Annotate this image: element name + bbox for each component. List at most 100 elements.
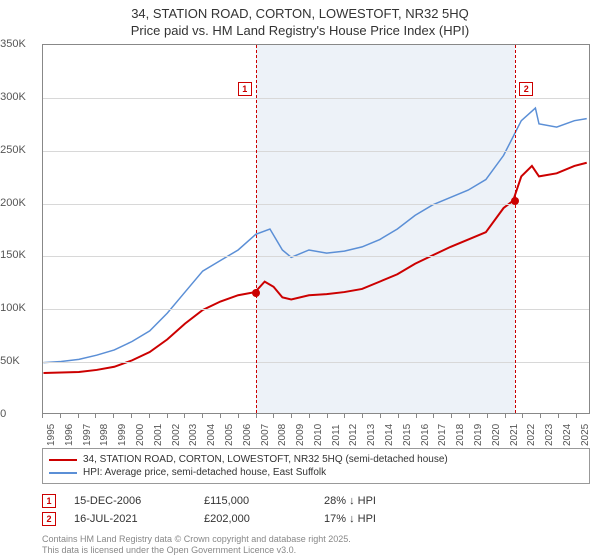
x-axis-label: 1996 xyxy=(64,424,75,446)
data-point-price: £115,000 xyxy=(204,495,324,507)
data-point-price: £202,000 xyxy=(204,513,324,525)
x-axis-label: 2006 xyxy=(242,424,253,446)
x-axis-label: 2005 xyxy=(224,424,235,446)
x-tick xyxy=(95,414,96,418)
x-tick xyxy=(202,414,203,418)
footer: Contains HM Land Registry data © Crown c… xyxy=(42,534,351,556)
x-tick xyxy=(256,414,257,418)
x-axis-label: 2010 xyxy=(313,424,324,446)
x-axis-label: 2007 xyxy=(260,424,271,446)
x-tick xyxy=(487,414,488,418)
marker-vline xyxy=(256,45,257,413)
x-axis-label: 2020 xyxy=(491,424,502,446)
legend-swatch xyxy=(49,472,77,474)
gridline-h xyxy=(43,362,589,363)
x-axis-label: 2002 xyxy=(171,424,182,446)
x-tick xyxy=(131,414,132,418)
x-axis-label: 2013 xyxy=(366,424,377,446)
x-tick xyxy=(344,414,345,418)
x-axis-label: 2008 xyxy=(277,424,288,446)
gridline-h xyxy=(43,256,589,257)
plot-area: 12 xyxy=(42,44,590,414)
y-axis-label: £300K xyxy=(0,91,38,103)
x-tick xyxy=(522,414,523,418)
legend-item: 34, STATION ROAD, CORTON, LOWESTOFT, NR3… xyxy=(49,453,583,466)
x-axis-label: 2023 xyxy=(544,424,555,446)
x-axis-label: 1999 xyxy=(117,424,128,446)
legend-label: 34, STATION ROAD, CORTON, LOWESTOFT, NR3… xyxy=(83,454,448,465)
series-hpi xyxy=(43,108,586,363)
x-axis-label: 1997 xyxy=(82,424,93,446)
footer-line1: Contains HM Land Registry data © Crown c… xyxy=(42,534,351,545)
x-tick xyxy=(291,414,292,418)
legend: 34, STATION ROAD, CORTON, LOWESTOFT, NR3… xyxy=(42,448,590,484)
x-axis-label: 2015 xyxy=(402,424,413,446)
x-axis-label: 2014 xyxy=(384,424,395,446)
y-axis-label: £0 xyxy=(0,408,38,420)
chart-title: 34, STATION ROAD, CORTON, LOWESTOFT, NR3… xyxy=(0,0,600,40)
x-axis-label: 2025 xyxy=(580,424,591,446)
y-axis-label: £100K xyxy=(0,302,38,314)
footer-line2: This data is licensed under the Open Gov… xyxy=(42,545,351,556)
x-tick xyxy=(380,414,381,418)
y-axis-label: £50K xyxy=(0,355,38,367)
x-axis-label: 1995 xyxy=(46,424,57,446)
x-tick xyxy=(149,414,150,418)
x-tick xyxy=(433,414,434,418)
line-svg xyxy=(43,45,589,413)
x-tick xyxy=(558,414,559,418)
chart-container: 34, STATION ROAD, CORTON, LOWESTOFT, NR3… xyxy=(0,0,600,560)
x-tick xyxy=(505,414,506,418)
y-axis-label: £250K xyxy=(0,144,38,156)
data-point-marker: 1 xyxy=(42,494,56,508)
x-tick xyxy=(42,414,43,418)
x-axis-label: 2000 xyxy=(135,424,146,446)
x-tick xyxy=(238,414,239,418)
data-point-row: 115-DEC-2006£115,00028% ↓ HPI xyxy=(42,492,590,510)
y-axis-label: £150K xyxy=(0,249,38,261)
x-tick xyxy=(113,414,114,418)
series-price_paid xyxy=(43,163,586,373)
x-axis-label: 2016 xyxy=(420,424,431,446)
x-tick xyxy=(184,414,185,418)
data-point-table: 115-DEC-2006£115,00028% ↓ HPI 2 16-JUL-202… xyxy=(42,492,590,528)
x-axis-label: 2021 xyxy=(509,424,520,446)
marker-label: 1 xyxy=(238,82,252,96)
x-tick xyxy=(451,414,452,418)
x-tick xyxy=(398,414,399,418)
data-point-pct: 17% ↓ HPI xyxy=(324,513,444,525)
x-axis-label: 2011 xyxy=(331,424,342,446)
x-tick xyxy=(327,414,328,418)
x-axis-label: 2001 xyxy=(153,424,164,446)
y-axis-label: £350K xyxy=(0,38,38,50)
marker-label: 2 xyxy=(519,82,533,96)
x-tick xyxy=(362,414,363,418)
x-tick xyxy=(469,414,470,418)
data-point-pct: 28% ↓ HPI xyxy=(324,495,444,507)
x-axis-label: 2009 xyxy=(295,424,306,446)
x-axis-label: 2004 xyxy=(206,424,217,446)
x-axis-label: 2024 xyxy=(562,424,573,446)
title-line1: 34, STATION ROAD, CORTON, LOWESTOFT, NR3… xyxy=(0,6,600,23)
x-axis-label: 2018 xyxy=(455,424,466,446)
marker-vline xyxy=(515,45,516,413)
legend-item: HPI: Average price, semi-detached house,… xyxy=(49,466,583,479)
gridline-h xyxy=(43,204,589,205)
title-line2: Price paid vs. HM Land Registry's House … xyxy=(0,23,600,40)
x-tick xyxy=(309,414,310,418)
x-tick xyxy=(60,414,61,418)
x-tick xyxy=(167,414,168,418)
x-axis-label: 2003 xyxy=(188,424,199,446)
x-tick xyxy=(220,414,221,418)
legend-label: HPI: Average price, semi-detached house,… xyxy=(83,467,326,478)
x-tick xyxy=(576,414,577,418)
marker-dot xyxy=(252,289,260,297)
data-point-marker: 2 xyxy=(42,512,56,526)
x-tick xyxy=(416,414,417,418)
x-axis-label: 2012 xyxy=(348,424,359,446)
data-point-date: 16-JUL-2021 xyxy=(74,513,204,525)
x-axis-label: 2022 xyxy=(526,424,537,446)
x-tick xyxy=(540,414,541,418)
gridline-h xyxy=(43,98,589,99)
legend-swatch xyxy=(49,459,77,461)
